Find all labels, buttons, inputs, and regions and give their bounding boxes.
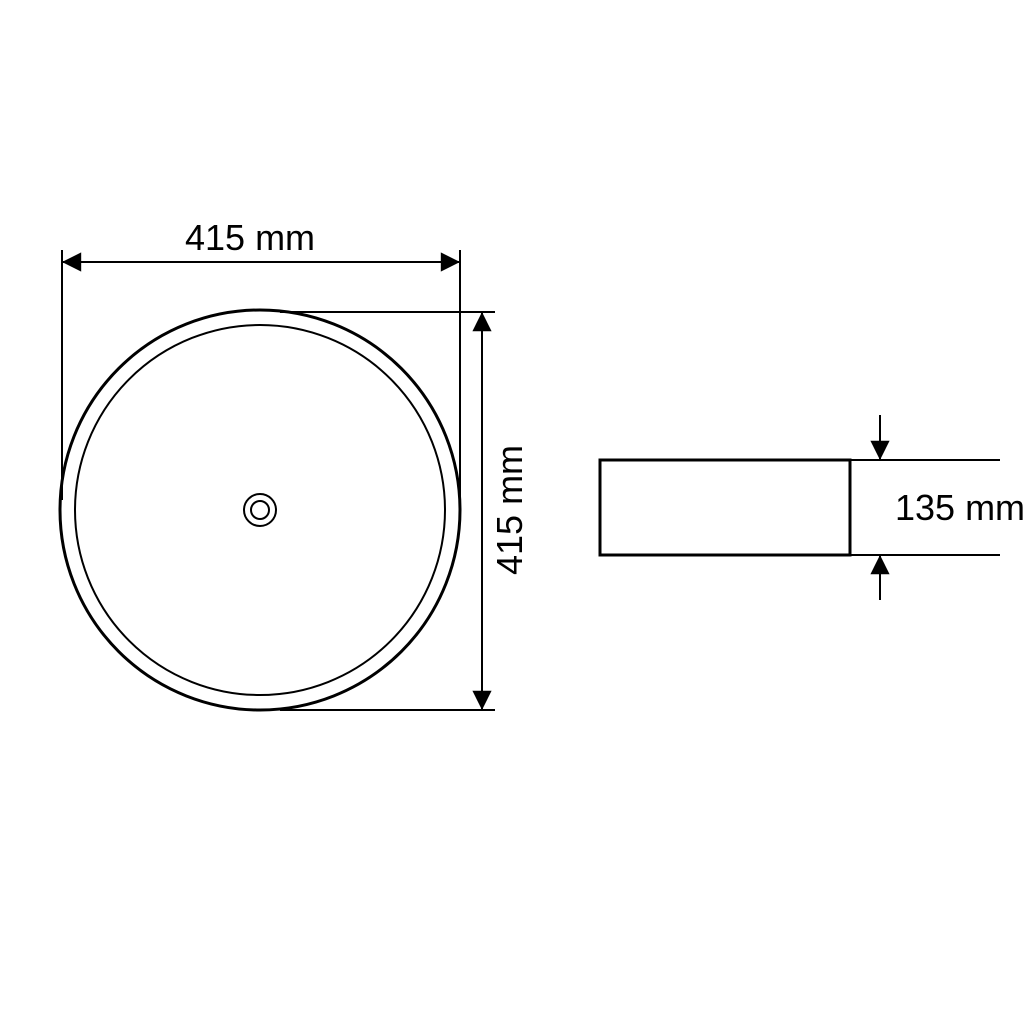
- dim-horizontal: 415 mm: [62, 217, 460, 500]
- drain-outer: [244, 494, 276, 526]
- inner-rim: [75, 325, 445, 695]
- dim-side-height: 135 mm: [850, 415, 1024, 600]
- dim-width-label: 415 mm: [185, 217, 315, 258]
- dim-thickness-label: 135 mm: [895, 487, 1024, 528]
- side-view: 135 mm: [600, 415, 1024, 600]
- dim-height-label: 415 mm: [489, 445, 530, 575]
- drain-inner: [251, 501, 269, 519]
- outer-rim: [60, 310, 460, 710]
- side-profile: [600, 460, 850, 555]
- top-view: 415 mm 415 mm: [60, 217, 530, 710]
- dimension-diagram: 415 mm 415 mm 135 mm: [0, 0, 1024, 1024]
